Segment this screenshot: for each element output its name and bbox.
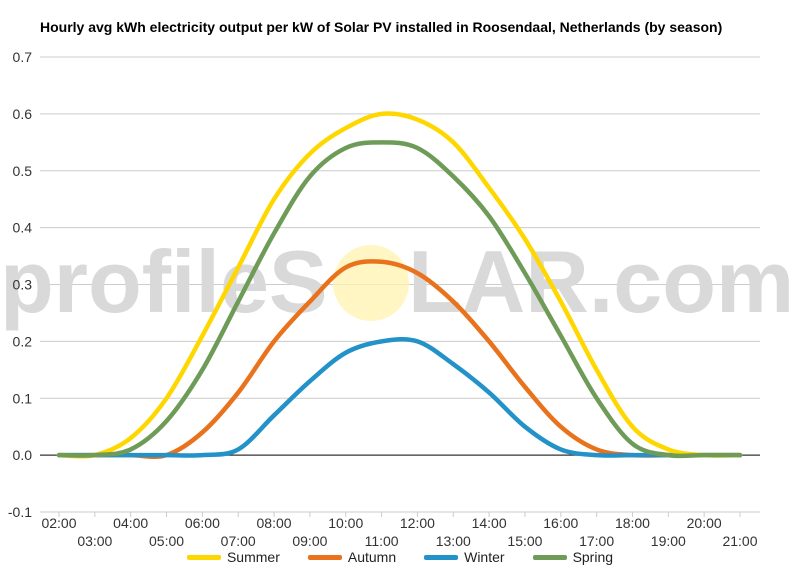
- legend-item-spring[interactable]: Spring: [532, 549, 614, 565]
- y-tick-label: 0.3: [13, 277, 33, 293]
- x-tick-label: 20:00: [687, 515, 722, 531]
- x-tick-label: 15:00: [507, 533, 542, 549]
- legend-swatch: [307, 554, 342, 560]
- x-tick-label: 14:00: [472, 515, 507, 531]
- x-tick-label: 04:00: [113, 515, 148, 531]
- x-tick-label: 10:00: [328, 515, 363, 531]
- legend-label: Autumn: [347, 549, 397, 565]
- y-tick-label: 0.7: [13, 49, 33, 65]
- legend-swatch: [424, 554, 459, 560]
- x-tick-label: 13:00: [436, 533, 471, 549]
- y-tick-label: -0.1: [8, 504, 32, 520]
- y-tick-label: 0.1: [13, 390, 33, 406]
- watermark-text-before: profileS: [0, 232, 328, 331]
- series-line-winter: [56, 336, 743, 458]
- legend-label: Summer: [226, 549, 280, 565]
- watermark-text-after: LAR.com: [408, 232, 794, 331]
- x-tick-label: 12:00: [400, 515, 435, 531]
- legend-item-summer[interactable]: Summer: [186, 549, 280, 565]
- x-tick-label: 18:00: [615, 515, 650, 531]
- legend-swatch: [186, 554, 221, 560]
- x-tick-label: 05:00: [149, 533, 184, 549]
- x-tick-label: 08:00: [257, 515, 292, 531]
- x-tick-label: 06:00: [185, 515, 220, 531]
- series-line-summer: [56, 111, 743, 459]
- legend-item-autumn[interactable]: Autumn: [307, 549, 397, 565]
- x-tick-label: 17:00: [579, 533, 614, 549]
- legend-swatch: [532, 554, 567, 560]
- series-layer: [56, 111, 743, 460]
- x-tick-label: 11:00: [365, 533, 399, 549]
- legend-label: Spring: [572, 549, 614, 565]
- y-tick-label: 0.0: [13, 447, 33, 463]
- chart-title: Hourly avg kWh electricity output per kW…: [40, 19, 723, 35]
- x-tick-label: 02:00: [41, 515, 76, 531]
- x-tick-label: 19:00: [651, 533, 686, 549]
- x-tick-label: 21:00: [722, 533, 757, 549]
- series-line-spring: [56, 140, 743, 459]
- x-tick-label: 16:00: [543, 515, 578, 531]
- x-tick-label: 09:00: [292, 533, 327, 549]
- y-tick-label: 0.4: [13, 220, 33, 236]
- y-tick-label: 0.5: [13, 163, 33, 179]
- watermark-sun-icon: [333, 245, 409, 321]
- legend-item-winter[interactable]: Winter: [424, 549, 505, 565]
- x-tick-label: 03:00: [77, 533, 112, 549]
- watermark: profileS LAR.com: [0, 232, 794, 331]
- axis-layer: -0.1 0.0 0.1 0.2 0.3 0.4 0.5 0.6 0.7 02:0003:0004…: [8, 49, 758, 549]
- legend-label: Winter: [464, 549, 505, 565]
- legend: Summer Autumn Winter Spring: [0, 549, 800, 565]
- y-tick-label: 0.2: [13, 333, 33, 349]
- x-tick-label: 07:00: [221, 533, 256, 549]
- y-tick-label: 0.6: [13, 106, 33, 122]
